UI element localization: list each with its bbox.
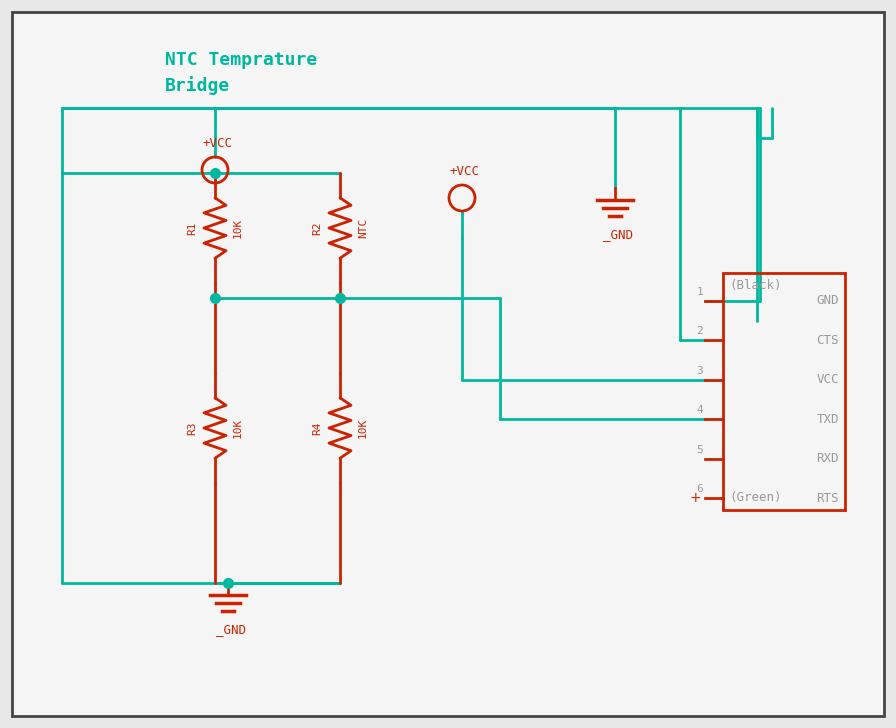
Text: R4: R4 <box>312 422 322 435</box>
Text: 5: 5 <box>696 445 703 454</box>
Text: _GND: _GND <box>216 623 246 636</box>
Text: RXD: RXD <box>816 452 839 465</box>
Text: GND: GND <box>816 295 839 307</box>
Text: +VCC: +VCC <box>449 165 479 178</box>
Text: RTS: RTS <box>816 491 839 505</box>
Text: 6: 6 <box>696 484 703 494</box>
Text: 10K: 10K <box>358 418 368 438</box>
Bar <box>723 273 845 510</box>
Text: CTS: CTS <box>816 334 839 347</box>
Text: _GND: _GND <box>603 228 633 241</box>
Text: NTC: NTC <box>358 218 368 238</box>
Text: 1: 1 <box>696 287 703 297</box>
Text: NTC Temprature
Bridge: NTC Temprature Bridge <box>165 51 317 95</box>
Text: TXD: TXD <box>816 413 839 426</box>
Text: VCC: VCC <box>816 373 839 387</box>
Text: 10K: 10K <box>233 418 243 438</box>
Text: R1: R1 <box>187 221 197 234</box>
Text: 3: 3 <box>696 365 703 376</box>
Text: 4: 4 <box>696 405 703 415</box>
Text: 2: 2 <box>696 326 703 336</box>
Text: (Green): (Green) <box>729 491 781 504</box>
Text: 10K: 10K <box>233 218 243 238</box>
Text: +VCC: +VCC <box>202 137 232 150</box>
Text: R3: R3 <box>187 422 197 435</box>
Text: (Black): (Black) <box>729 279 781 292</box>
Text: +: + <box>689 491 701 505</box>
Text: R2: R2 <box>312 221 322 234</box>
